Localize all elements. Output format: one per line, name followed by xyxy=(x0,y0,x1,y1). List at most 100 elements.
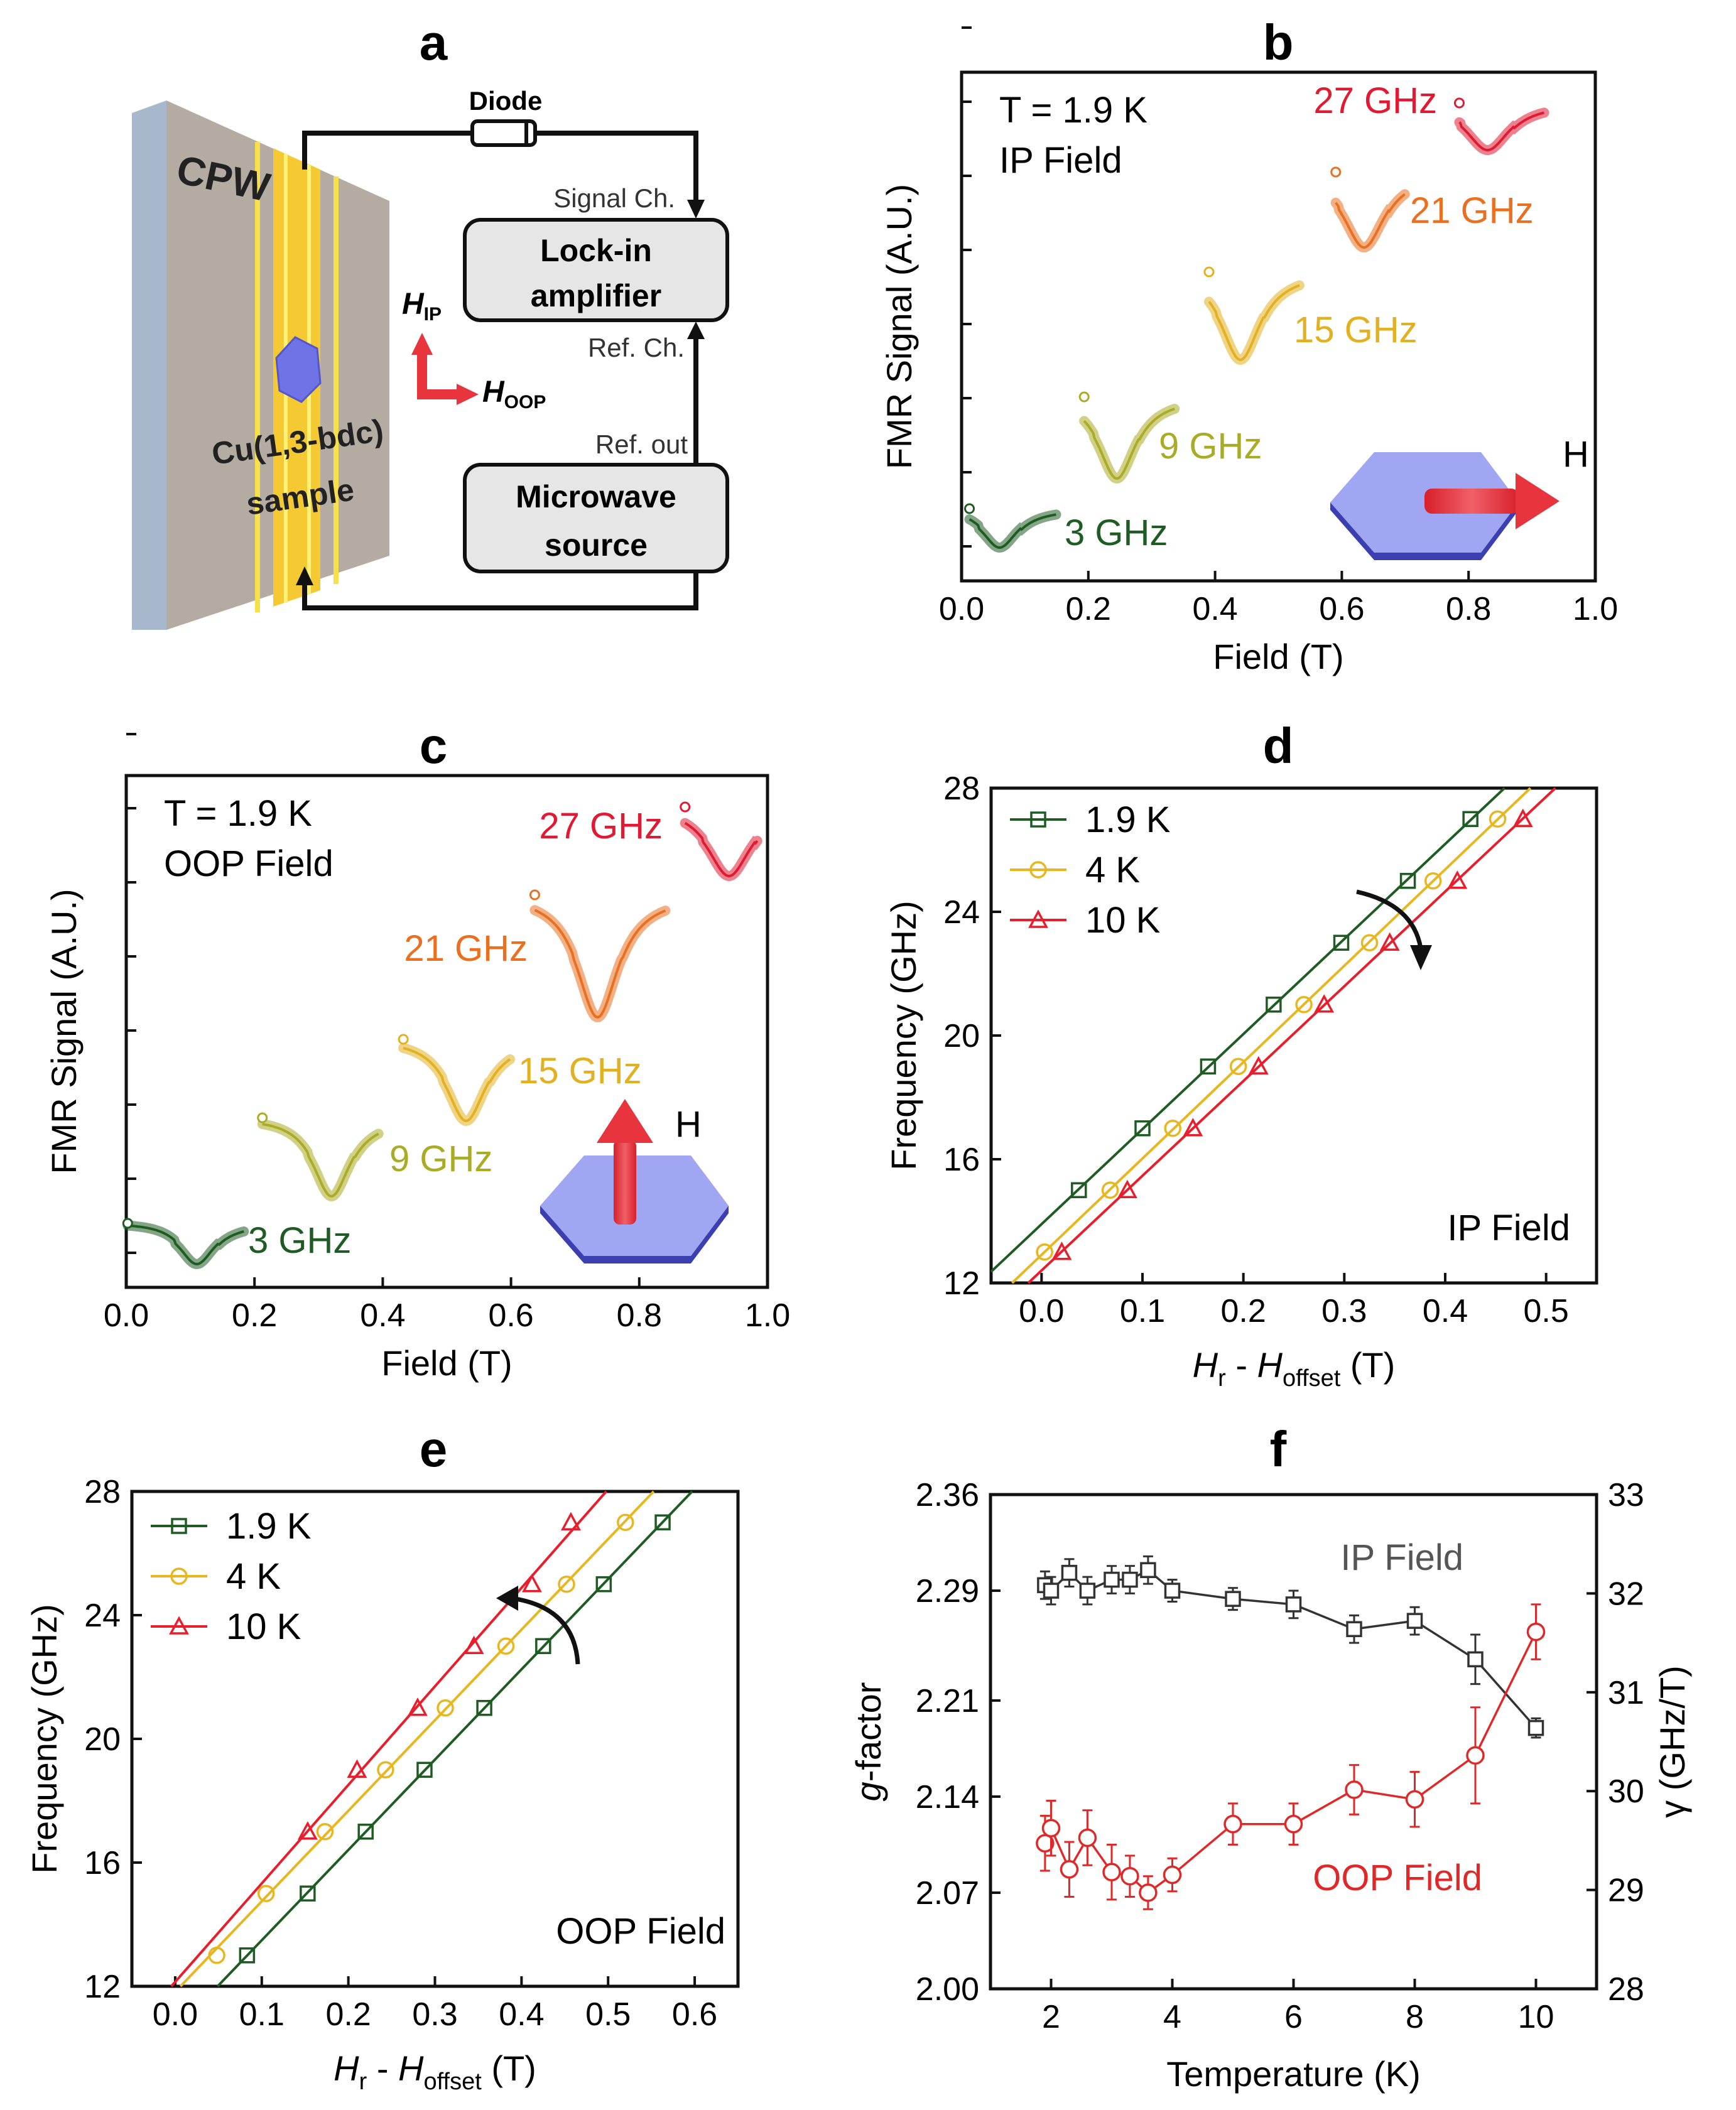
frequency-label: 9 GHz xyxy=(1159,426,1262,467)
data-point xyxy=(1079,1582,1096,1599)
frequency-label: 27 GHz xyxy=(539,806,663,847)
frequency-label: 15 GHz xyxy=(1294,310,1418,350)
legend-marker xyxy=(1029,861,1047,879)
data-point xyxy=(1360,934,1379,951)
y2-tick-label: 29 xyxy=(1608,1873,1644,1909)
legend-label: 4 K xyxy=(1085,850,1140,890)
spectrum-curve xyxy=(262,1122,379,1198)
data-point xyxy=(1120,1866,1139,1886)
y-tick-label: 2.36 xyxy=(916,1477,979,1513)
spectrum-curve xyxy=(684,821,759,878)
annotation-temperature: T = 1.9 K xyxy=(164,793,312,834)
y2-tick-label: 30 xyxy=(1608,1773,1644,1810)
x-tick-label: 0.0 xyxy=(104,1297,149,1334)
x-tick-label: 0.4 xyxy=(1192,591,1237,627)
diode-label: Diode xyxy=(469,86,543,116)
data-point xyxy=(1512,808,1533,827)
spectrum-curve xyxy=(968,513,1056,549)
data-point xyxy=(595,1576,612,1593)
spectrum-start-point xyxy=(529,889,540,901)
x-tick-label: 0.5 xyxy=(1524,1293,1569,1329)
y-axis-label: Frequency (GHz) xyxy=(884,901,923,1170)
legend-label: 4 K xyxy=(226,1556,281,1597)
legend-label: 10 K xyxy=(226,1606,301,1647)
h-ip-arrow-head xyxy=(411,333,433,355)
data-point xyxy=(617,1513,634,1531)
data-point xyxy=(1060,1860,1079,1879)
legend-marker xyxy=(1028,909,1048,928)
y2-tick-label: 31 xyxy=(1608,1675,1644,1711)
data-point xyxy=(521,1574,542,1593)
lockin-box xyxy=(463,218,729,322)
data-point xyxy=(437,1699,454,1717)
x-tick-label: 0.2 xyxy=(1221,1293,1266,1329)
microwave-label: Microwave xyxy=(516,479,676,514)
h-arrow-head xyxy=(1516,473,1560,529)
frequency-label: 27 GHz xyxy=(1313,80,1437,121)
spectrum-start-point xyxy=(398,1034,409,1045)
data-point xyxy=(316,1823,334,1841)
data-point xyxy=(1043,1582,1060,1599)
data-point xyxy=(1041,1819,1061,1837)
h-label: H xyxy=(1563,434,1589,475)
data-point xyxy=(1139,1883,1158,1902)
data-point xyxy=(1248,1056,1269,1074)
frequency-label: 3 GHz xyxy=(248,1220,351,1261)
x-tick-label: 0.4 xyxy=(499,1996,544,2033)
h-oop-label: HOOP xyxy=(482,376,546,413)
x-axis-label: Field (T) xyxy=(381,1343,512,1383)
fit-line xyxy=(1011,787,1532,1284)
data-point xyxy=(1225,1591,1241,1607)
spectrum-curve xyxy=(1335,193,1406,249)
spectrum-envelope xyxy=(122,1220,249,1269)
plot-frame xyxy=(989,1493,1598,1991)
y-axis-label: FMR Signal (A.U.) xyxy=(44,889,84,1174)
frequency-label: 3 GHz xyxy=(1065,512,1168,553)
data-point xyxy=(1036,1243,1053,1261)
spectrum-curve xyxy=(403,1046,511,1123)
diode xyxy=(470,119,537,147)
y-tick-label: 28 xyxy=(943,771,980,807)
data-point xyxy=(1101,1181,1119,1199)
data-point xyxy=(1447,870,1468,889)
x-tick-label: 0.3 xyxy=(1321,1293,1367,1329)
spectrum-start-point xyxy=(257,1112,268,1123)
panel-label-e: e xyxy=(420,1421,448,1477)
x-tick-label: 0.1 xyxy=(239,1996,285,2033)
frequency-label: 21 GHz xyxy=(1410,190,1534,231)
data-point xyxy=(535,1638,551,1654)
data-point xyxy=(1078,1828,1097,1848)
data-point xyxy=(416,1761,433,1778)
frequency-label: 21 GHz xyxy=(404,928,528,969)
x-tick-label: 0.6 xyxy=(672,1996,717,2033)
spectrum-curve xyxy=(1458,111,1544,152)
curved-arrow-head xyxy=(1410,945,1432,970)
data-point xyxy=(239,1947,256,1964)
ref-out-label: Ref. out xyxy=(595,430,688,459)
data-point xyxy=(1379,932,1400,951)
ref-ch-label: Ref. Ch. xyxy=(588,333,685,362)
data-point xyxy=(1284,1814,1303,1834)
y-tick-label: 2.14 xyxy=(916,1779,979,1815)
lockin-label: Lock-in xyxy=(540,233,652,268)
data-point xyxy=(1102,1863,1121,1881)
data-point xyxy=(300,1885,316,1902)
panel-label-f: f xyxy=(1270,1421,1287,1477)
data-point xyxy=(1140,1562,1156,1578)
schematic: CPW Cu(1,3-bdc) sample HIP HOOP Diode Lo… xyxy=(132,86,729,630)
data-point xyxy=(1134,1120,1151,1137)
curved-arrow-head xyxy=(496,1586,518,1611)
h-ip-label: HIP xyxy=(402,288,442,325)
x-tick-label: 0.4 xyxy=(360,1297,405,1334)
data-point xyxy=(1462,811,1478,827)
annotation-field: OOP Field xyxy=(164,843,334,884)
curved-arrow xyxy=(511,1596,580,1665)
data-point xyxy=(407,1697,428,1716)
data-point xyxy=(1346,1621,1362,1637)
spectrum-start-point xyxy=(1453,97,1465,109)
spectrum-curve xyxy=(1083,408,1175,480)
y-tick-label: 2.21 xyxy=(916,1683,979,1719)
arrow-into-lockin xyxy=(687,200,705,219)
curved-arrow xyxy=(1356,889,1423,949)
spectrum-curve xyxy=(127,1224,244,1265)
